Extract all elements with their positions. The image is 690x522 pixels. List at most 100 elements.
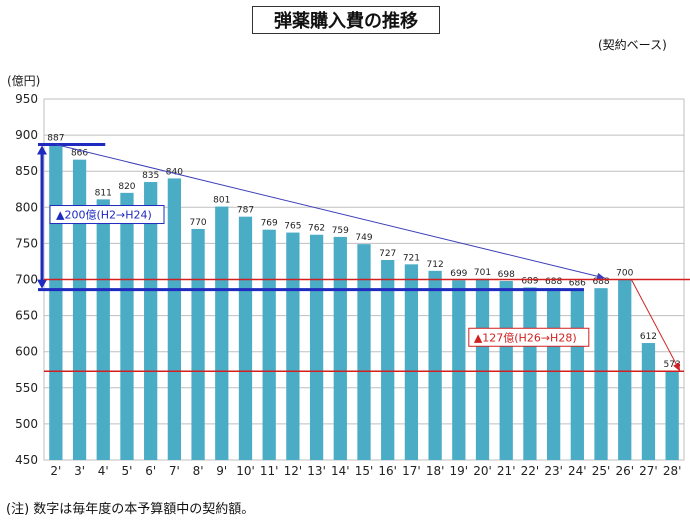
- bars: [49, 144, 679, 461]
- bar: [262, 229, 276, 460]
- bar: [215, 206, 229, 460]
- data-label: 770: [189, 218, 206, 228]
- x-tick-label: 18': [426, 464, 445, 478]
- annotation-200-trend-arrowhead: [596, 272, 606, 280]
- data-label: 801: [213, 196, 230, 206]
- annotation-200-label: ▲200億(H2→H24): [56, 209, 152, 222]
- x-tick-label: 19': [450, 464, 469, 478]
- y-tick-label: 650: [15, 309, 38, 323]
- y-tick-label: 500: [15, 417, 38, 431]
- bar: [357, 244, 371, 460]
- y-axis-label: (億円): [7, 74, 40, 88]
- x-tick-label: 13': [307, 464, 326, 478]
- bar: [665, 371, 679, 460]
- bar: [404, 264, 419, 460]
- y-tick-label: 600: [15, 345, 38, 359]
- bar: [120, 192, 134, 461]
- y-tick-label: 550: [15, 381, 38, 395]
- bar: [72, 159, 87, 460]
- x-tick-label: 2': [50, 464, 61, 478]
- x-tick-label: 14': [331, 464, 350, 478]
- annotation-200-box: [49, 205, 165, 225]
- x-tick-label: 8': [193, 464, 204, 478]
- y-tick-label: 850: [15, 164, 38, 178]
- bar: [238, 216, 253, 460]
- bar: [286, 232, 300, 460]
- annotation-127-trend-arrow: [630, 279, 681, 372]
- y-tick-label: 750: [15, 236, 38, 250]
- bar: [618, 279, 632, 460]
- bar: [641, 343, 656, 460]
- bar: [333, 236, 347, 460]
- y-tick-label: 450: [15, 453, 38, 467]
- x-tick-label: 22': [521, 464, 540, 478]
- data-label: 759: [332, 226, 349, 236]
- data-label: 866: [71, 149, 88, 159]
- data-label: 762: [308, 224, 325, 234]
- x-tick-label: 11': [260, 464, 279, 478]
- y-tick-label: 950: [15, 92, 38, 106]
- y-tick-labels: 450 500 550 600 650 700 750 800 850 900 950: [15, 92, 38, 467]
- annotation-200: ▲200億(H2→H24): [37, 142, 606, 292]
- annotation-200-arrowhead-top: [37, 145, 47, 155]
- chart-subtitle: (契約ベース): [598, 38, 667, 52]
- data-label: 573: [664, 360, 681, 370]
- data-label: 701: [474, 268, 491, 278]
- bar: [523, 287, 537, 460]
- x-tick-label: 7': [169, 464, 180, 478]
- data-label: 840: [166, 167, 183, 177]
- data-label: 686: [569, 279, 586, 289]
- data-label: 787: [237, 206, 254, 216]
- data-label: 835: [142, 171, 159, 181]
- data-label: 765: [284, 222, 301, 232]
- x-tick-label: 6': [145, 464, 156, 478]
- bar: [594, 288, 608, 460]
- annotation-127: ▲127億(H26→H28): [44, 278, 690, 372]
- bar: [570, 289, 584, 460]
- y-tick-label: 800: [15, 200, 38, 214]
- bar: [96, 199, 110, 460]
- bar: [144, 182, 158, 460]
- x-tick-label: 26': [615, 464, 634, 478]
- data-label: 749: [355, 233, 372, 243]
- x-tick-label: 9': [216, 464, 227, 478]
- annotation-200-trend-arrow: [55, 144, 606, 279]
- data-label: 698: [498, 270, 515, 280]
- x-tick-label: 21': [497, 464, 516, 478]
- x-tick-label: 4': [98, 464, 109, 478]
- chart-title: 弾薬購入費の推移: [252, 6, 440, 34]
- data-label: 688: [592, 277, 609, 287]
- x-tick-label: 20': [473, 464, 492, 478]
- y-tick-label: 700: [15, 273, 38, 287]
- bar: [309, 234, 324, 460]
- x-tick-label: 3': [74, 464, 85, 478]
- data-label: 727: [379, 249, 396, 259]
- data-label: 699: [450, 269, 467, 279]
- x-tick-label: 25': [592, 464, 611, 478]
- bar: [167, 178, 182, 461]
- x-tick-label: 17': [402, 464, 421, 478]
- bar: [546, 288, 561, 460]
- data-label: 769: [261, 219, 278, 229]
- bar: [381, 260, 395, 460]
- bar: [475, 278, 490, 460]
- x-tick-label: 10': [236, 464, 255, 478]
- x-tick-label: 5': [121, 464, 132, 478]
- bar: [49, 144, 63, 460]
- annotation-200-arrowhead-bottom: [37, 279, 47, 289]
- data-label: 700: [616, 269, 633, 279]
- data-label: 712: [427, 260, 444, 270]
- x-tick-label: 23': [544, 464, 563, 478]
- x-tick-label: 28': [663, 464, 682, 478]
- data-label: 887: [47, 133, 64, 143]
- data-labels: 887 866 811 820 835 840 770 801 787 769 765 762 759 7…: [47, 133, 680, 370]
- x-tick-label: 16': [378, 464, 397, 478]
- x-tick-label: 12': [284, 464, 303, 478]
- y-tick-label: 900: [15, 128, 38, 142]
- annotation-127-trend-arrowhead: [673, 362, 680, 372]
- data-label: 811: [95, 188, 112, 198]
- data-label: 721: [403, 253, 420, 263]
- bar: [191, 228, 205, 460]
- footnote: (注) 数字は毎年度の本予算額中の契約額。: [6, 502, 255, 517]
